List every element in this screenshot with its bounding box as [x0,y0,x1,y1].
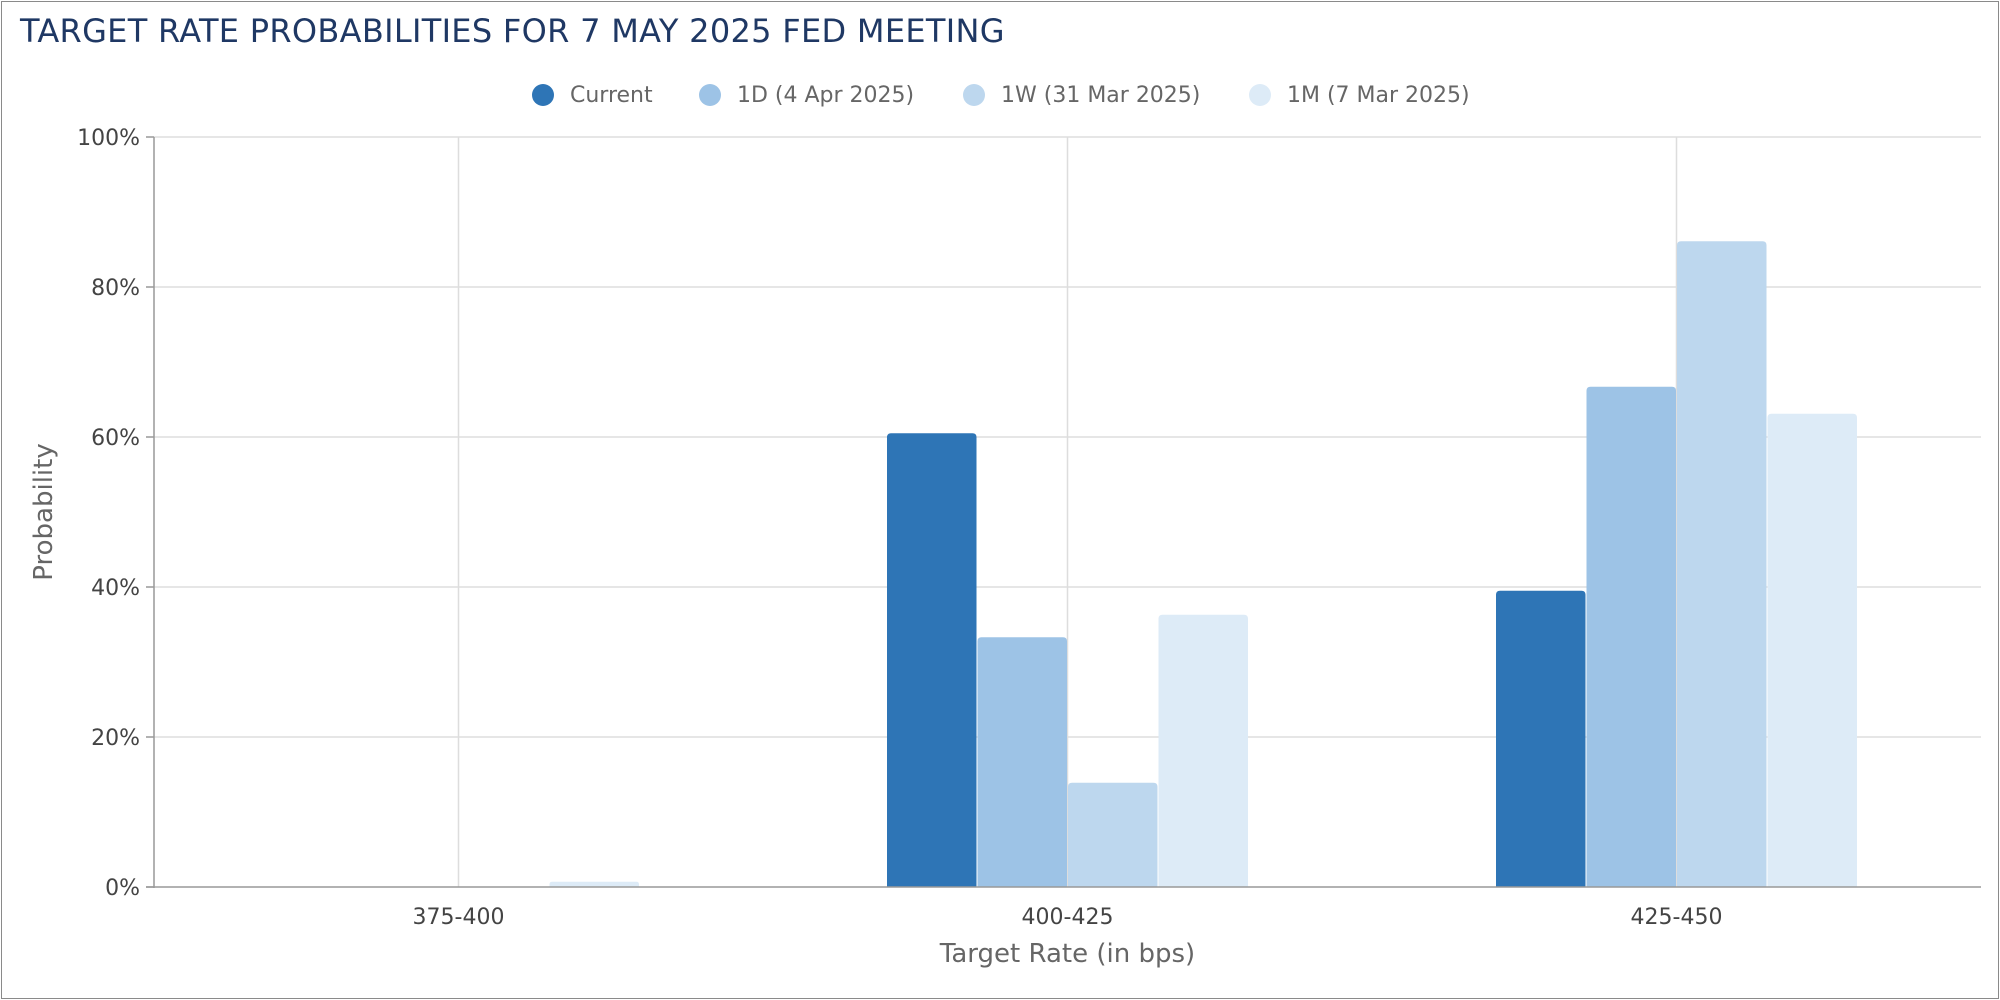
bar [1068,782,1158,887]
legend-label: Current [570,82,653,108]
y-tick-label: 60% [91,426,140,451]
chart-title: TARGET RATE PROBABILITIES FOR 7 MAY 2025… [20,12,1005,50]
legend-label: 1M (7 Mar 2025) [1287,82,1470,108]
y-tick-label: 0% [105,876,140,901]
y-axis-label: Probability [29,443,59,580]
bar [1677,241,1767,887]
bar [1767,413,1857,887]
legend-marker-icon [699,84,721,106]
legend-marker-icon [1249,84,1271,106]
legend-item-current[interactable]: Current [532,78,653,112]
legend-label: 1W (31 Mar 2025) [1001,82,1201,108]
legend-item-1m[interactable]: 1M (7 Mar 2025) [1249,78,1470,112]
y-tick-label: 80% [91,276,140,301]
bar [1586,386,1676,887]
x-axis-label: Target Rate (in bps) [939,939,1195,969]
x-tick-label: 375-400 [413,905,505,930]
legend-item-1d[interactable]: 1D (4 Apr 2025) [699,78,914,112]
x-tick-label: 400-425 [1022,905,1114,930]
y-tick-label: 20% [91,726,140,751]
legend-marker-icon [963,84,985,106]
legend-label: 1D (4 Apr 2025) [737,82,915,108]
bar [977,637,1067,887]
x-tick-label: 425-450 [1631,905,1723,930]
bar [887,433,977,887]
bar [1158,614,1248,887]
bar [549,881,639,887]
y-tick-label: 100% [77,126,140,151]
legend-marker-icon [532,84,554,106]
legend-item-1w[interactable]: 1W (31 Mar 2025) [963,78,1200,112]
chart-legend: Current 1D (4 Apr 2025) 1W (31 Mar 2025)… [0,78,2000,112]
bar [1496,590,1586,887]
y-tick-label: 40% [91,576,140,601]
